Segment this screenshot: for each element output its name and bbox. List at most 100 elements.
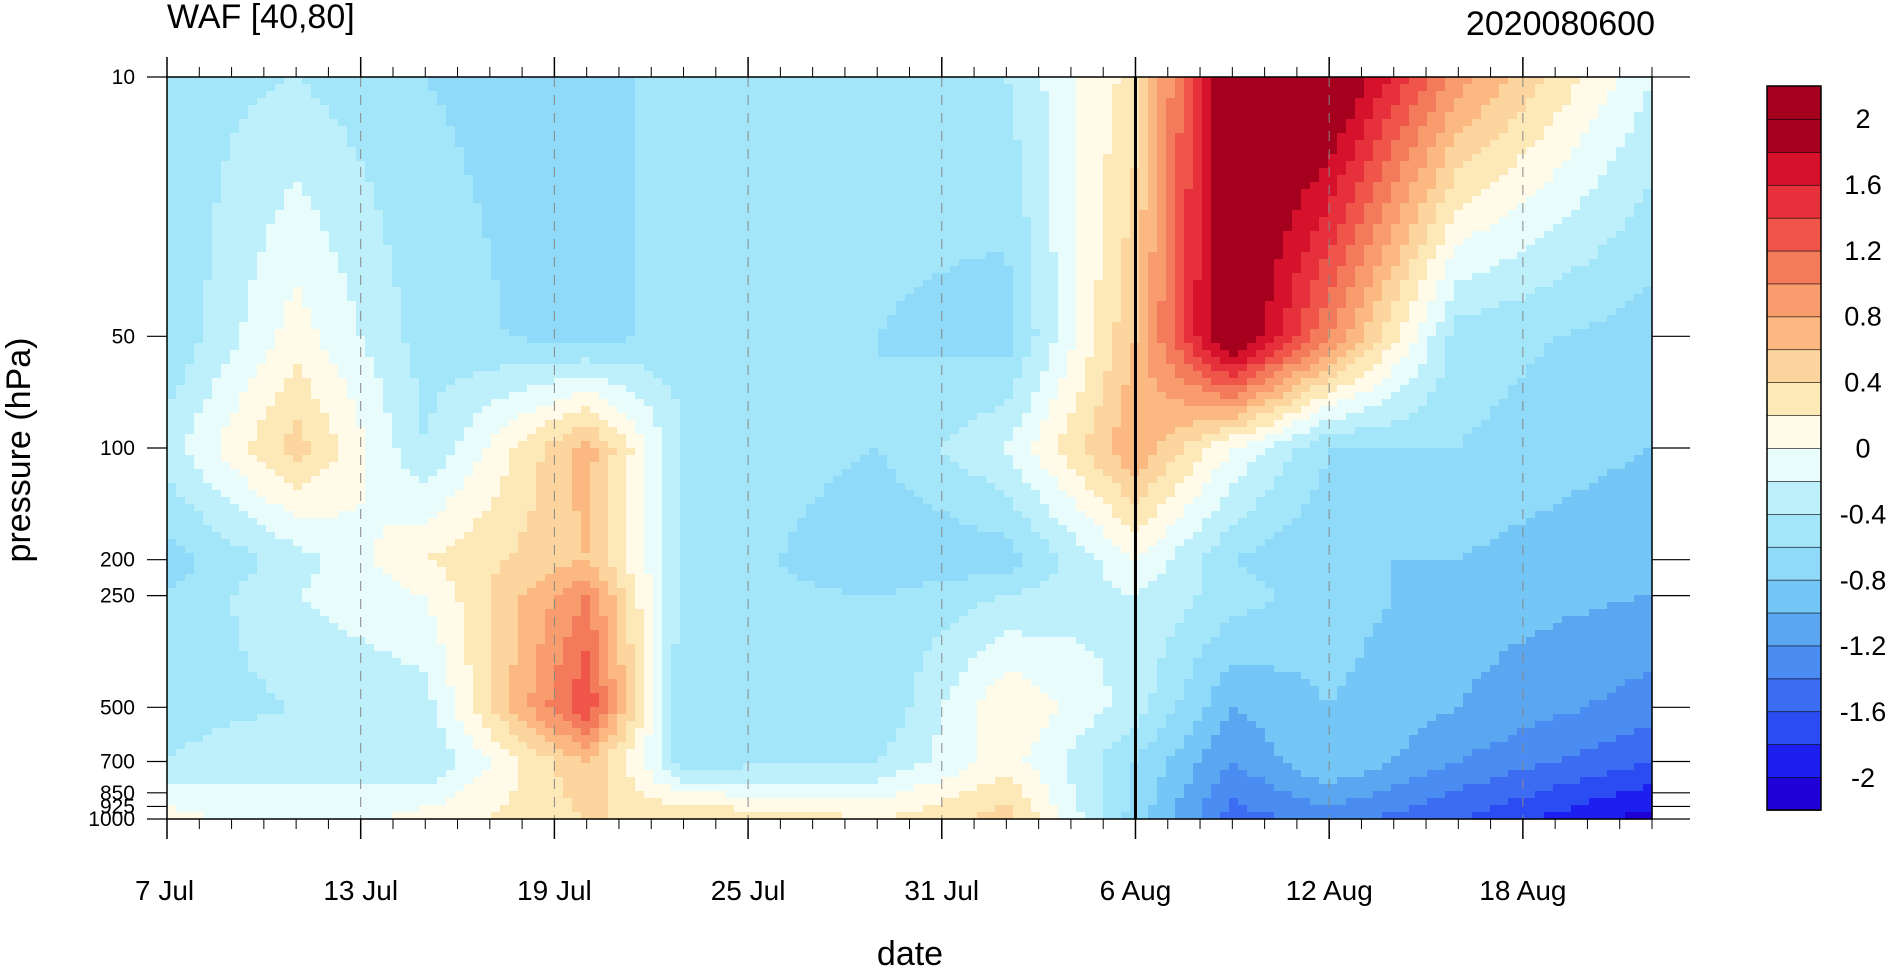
field-cell (1481, 196, 1491, 204)
field-cell (950, 280, 960, 288)
field-cell (1049, 252, 1059, 260)
field-cell (275, 147, 285, 155)
field-cell (455, 231, 465, 239)
field-cell (1076, 112, 1086, 120)
field-cell (401, 224, 411, 232)
field-cell (1418, 112, 1428, 120)
field-cell (257, 140, 267, 148)
field-cell (1283, 245, 1293, 253)
field-cell (671, 77, 681, 85)
field-cell (887, 140, 897, 148)
field-cell (941, 154, 951, 162)
field-cell (770, 217, 780, 225)
field-cell (1625, 231, 1635, 239)
field-cell (221, 91, 231, 99)
field-cell (347, 133, 357, 141)
field-cell (482, 147, 492, 155)
field-cell (266, 98, 276, 106)
field-cell (644, 231, 654, 239)
field-cell (941, 161, 951, 169)
field-cell (1112, 224, 1122, 232)
field-cell (491, 168, 501, 176)
field-cell (770, 126, 780, 134)
field-cell (923, 224, 933, 232)
field-cell (392, 182, 402, 190)
field-cell (563, 175, 573, 183)
field-cell (869, 280, 879, 288)
field-cell (185, 231, 195, 239)
field-cell (1400, 91, 1410, 99)
field-cell (1472, 210, 1482, 218)
field-cell (167, 252, 177, 260)
field-cell (1013, 252, 1023, 260)
field-cell (1031, 203, 1041, 211)
field-cell (1643, 168, 1653, 176)
field-cell (1157, 147, 1167, 155)
field-cell (1373, 238, 1383, 246)
field-cell (1292, 203, 1302, 211)
field-cell (518, 196, 528, 204)
field-cell (1445, 84, 1455, 92)
field-cell (635, 182, 645, 190)
field-cell (617, 140, 627, 148)
field-cell (1121, 147, 1131, 155)
field-cell (1445, 224, 1455, 232)
field-cell (167, 140, 177, 148)
field-cell (1022, 245, 1032, 253)
field-cell (851, 77, 861, 85)
field-cell (1553, 105, 1563, 113)
field-cell (1085, 112, 1095, 120)
field-cell (1247, 168, 1257, 176)
field-cell (1148, 133, 1158, 141)
field-cell (734, 280, 744, 288)
field-cell (1310, 126, 1320, 134)
field-cell (815, 140, 825, 148)
field-cell (1418, 231, 1428, 239)
field-cell (1391, 273, 1401, 281)
field-cell (887, 147, 897, 155)
field-cell (239, 196, 249, 204)
field-cell (1643, 119, 1653, 127)
field-cell (437, 189, 447, 197)
field-cell (392, 133, 402, 141)
field-cell (1022, 259, 1032, 267)
field-cell (725, 196, 735, 204)
field-cell (1328, 210, 1338, 218)
field-cell (1085, 161, 1095, 169)
field-cell (1346, 259, 1356, 267)
field-cell (1256, 189, 1266, 197)
field-cell (770, 84, 780, 92)
field-cell (1193, 231, 1203, 239)
field-cell (815, 84, 825, 92)
field-cell (1634, 238, 1644, 246)
field-cell (1454, 280, 1464, 288)
field-cell (725, 175, 735, 183)
field-cell (365, 266, 375, 274)
field-cell (977, 119, 987, 127)
field-cell (563, 287, 573, 295)
field-cell (257, 217, 267, 225)
field-cell (194, 196, 204, 204)
field-cell (671, 112, 681, 120)
field-cell (1562, 266, 1572, 274)
field-cell (1283, 77, 1293, 85)
field-cell (1373, 231, 1383, 239)
field-cell (671, 91, 681, 99)
field-cell (653, 84, 663, 92)
field-cell (1598, 119, 1608, 127)
field-cell (1328, 91, 1338, 99)
field-cell (320, 224, 330, 232)
field-cell (662, 266, 672, 274)
field-cell (824, 98, 834, 106)
field-cell (1049, 189, 1059, 197)
field-cell (356, 84, 366, 92)
field-cell (176, 273, 186, 281)
field-cell (1382, 266, 1392, 274)
field-cell (1031, 217, 1041, 225)
field-cell (689, 259, 699, 267)
field-cell (1139, 91, 1149, 99)
field-cell (302, 168, 312, 176)
field-cell (1517, 161, 1527, 169)
field-cell (410, 238, 420, 246)
field-cell (275, 84, 285, 92)
